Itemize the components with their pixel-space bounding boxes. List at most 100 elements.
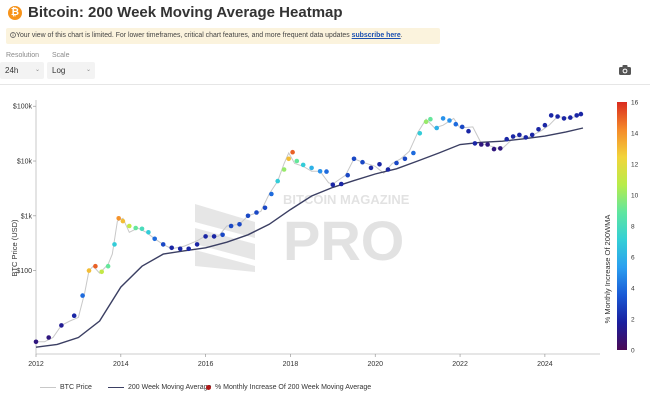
colorbar-gradient bbox=[617, 102, 627, 350]
scale-select[interactable]: Log ⌄ bbox=[47, 62, 95, 79]
heatmap-point bbox=[561, 116, 567, 121]
heatmap-point bbox=[245, 213, 251, 219]
heatmap-point bbox=[186, 246, 191, 252]
heatmap-point bbox=[479, 142, 484, 147]
subscribe-link[interactable]: subscribe here bbox=[351, 32, 401, 39]
heatmap-point bbox=[203, 234, 208, 239]
heatmap-point bbox=[294, 158, 300, 164]
watermark: BITCOIN MAGAZINE PRO bbox=[195, 192, 410, 272]
legend-item-btc-price[interactable]: BTC Price bbox=[40, 384, 92, 391]
legend-swatch bbox=[108, 386, 124, 388]
x-tick-label: 2022 bbox=[452, 361, 468, 368]
colorbar-tick-label: 10 bbox=[631, 193, 639, 200]
camera-icon[interactable] bbox=[618, 64, 632, 76]
chart: BITCOIN MAGAZINE PRO 2 0 12 2014 2016 2018 202… bbox=[10, 100, 639, 369]
heatmap-point bbox=[211, 234, 217, 239]
watermark-line1: BITCOIN MAGAZINE bbox=[283, 192, 410, 207]
heatmap-point bbox=[160, 242, 166, 247]
heatmap-point bbox=[529, 132, 535, 138]
heatmap-point bbox=[228, 223, 234, 229]
heatmap-point bbox=[86, 268, 92, 273]
heatmap-point bbox=[368, 165, 374, 171]
resolution-select[interactable]: 24h ⌄ bbox=[0, 62, 44, 79]
legend: BTC Price 200 Week Moving Average % Mont… bbox=[0, 380, 650, 398]
heatmap-point bbox=[417, 131, 423, 136]
chevron-down-icon: ⌄ bbox=[85, 67, 91, 73]
x-tick-label: 2018 bbox=[283, 361, 299, 368]
heatmap-point bbox=[127, 223, 132, 229]
heatmap-point bbox=[360, 159, 365, 165]
heatmap-point bbox=[523, 135, 529, 140]
scale-value: Log bbox=[52, 66, 66, 75]
notice-text: Your view of this chart is limited. For … bbox=[16, 32, 350, 39]
heatmap-point bbox=[262, 205, 268, 211]
plot-area: 2012 2014 2016 2018 2020 2022 2024 $100 $1k $10k $… bbox=[13, 100, 600, 368]
x-tick-label: 2024 bbox=[537, 361, 553, 368]
heatmap-point bbox=[105, 263, 111, 269]
heatmap-point bbox=[93, 263, 98, 269]
heatmap-point bbox=[116, 216, 121, 221]
colorbar-tick-label: 14 bbox=[631, 131, 639, 138]
legend-swatch bbox=[40, 386, 56, 388]
info-icon bbox=[10, 32, 16, 38]
heatmap-point bbox=[428, 116, 433, 122]
limited-view-notice: Your view of this chart is limited. For … bbox=[6, 28, 440, 44]
heatmap-point bbox=[99, 269, 104, 275]
heatmap-point bbox=[459, 124, 465, 130]
colorbar-tick-label: 12 bbox=[631, 162, 639, 169]
legend-label: % Monthly Increase Of 200 Week Moving Av… bbox=[215, 384, 372, 391]
heatmap-point bbox=[453, 121, 459, 127]
heatmap-point bbox=[472, 141, 478, 146]
heatmap-point bbox=[194, 242, 200, 247]
y-tick-label: $1k bbox=[21, 213, 33, 220]
colorbar-label: % Monthly Increase Of 200WMA bbox=[603, 215, 612, 324]
heatmap-point bbox=[330, 182, 336, 187]
x-tick-label: 2016 bbox=[198, 361, 214, 368]
heatmap-point bbox=[447, 118, 452, 123]
heatmap-point bbox=[536, 127, 541, 132]
heatmap-point bbox=[339, 181, 344, 187]
x-tick-label: 2014 bbox=[113, 361, 129, 368]
heatmap-point bbox=[120, 218, 126, 224]
chevron-down-icon: ⌄ bbox=[34, 67, 40, 73]
colorbar-tick-label: 2 bbox=[631, 317, 635, 324]
legend-item-200wma[interactable]: 200 Week Moving Average bbox=[108, 384, 211, 391]
heatmap-point bbox=[269, 191, 274, 197]
colorbar-tick-label: 8 bbox=[631, 224, 635, 231]
heatmap-point bbox=[377, 162, 382, 167]
heatmap-point bbox=[485, 142, 490, 147]
heatmap-point bbox=[281, 167, 287, 172]
heatmap-point bbox=[309, 165, 314, 171]
heatmap-point bbox=[517, 132, 522, 138]
heatmap-point bbox=[169, 245, 174, 251]
heatmap-point bbox=[275, 178, 281, 184]
watermark-line2: PRO bbox=[283, 209, 404, 272]
heatmap-point bbox=[146, 230, 151, 235]
x-tick-label: 2020 bbox=[367, 361, 383, 368]
heatmap-point bbox=[466, 128, 471, 134]
heatmap-point bbox=[80, 293, 85, 298]
colorbar-tick-label: 0 bbox=[631, 348, 635, 355]
heatmap-point bbox=[112, 242, 117, 247]
heatmap-point bbox=[568, 115, 573, 120]
heatmap-point bbox=[423, 119, 429, 125]
legend-item-monthly-increase[interactable]: % Monthly Increase Of 200 Week Moving Av… bbox=[206, 384, 371, 391]
heatmap-point bbox=[324, 169, 329, 174]
colorbar-tick-label: 6 bbox=[631, 255, 635, 262]
heatmap-point bbox=[542, 122, 548, 128]
heatmap-point bbox=[290, 149, 295, 155]
ma-200w-line bbox=[35, 127, 584, 348]
heatmap-point bbox=[33, 339, 39, 345]
colorbar-tick-label: 16 bbox=[631, 100, 639, 107]
heatmap-point bbox=[152, 236, 157, 242]
y-axis-label: BTC Price (USD) bbox=[10, 219, 19, 277]
heatmap-point bbox=[491, 146, 497, 152]
header: ₿ Bitcoin: 200 Week Moving Average Heatm… bbox=[0, 0, 650, 26]
heatmap-point bbox=[411, 150, 416, 156]
legend-label: BTC Price bbox=[60, 384, 92, 391]
heatmap-point bbox=[177, 246, 183, 252]
heatmap-point bbox=[345, 172, 351, 178]
heatmap-point bbox=[578, 111, 584, 117]
heatmap-point bbox=[59, 323, 64, 328]
toolbar-divider bbox=[0, 84, 650, 85]
